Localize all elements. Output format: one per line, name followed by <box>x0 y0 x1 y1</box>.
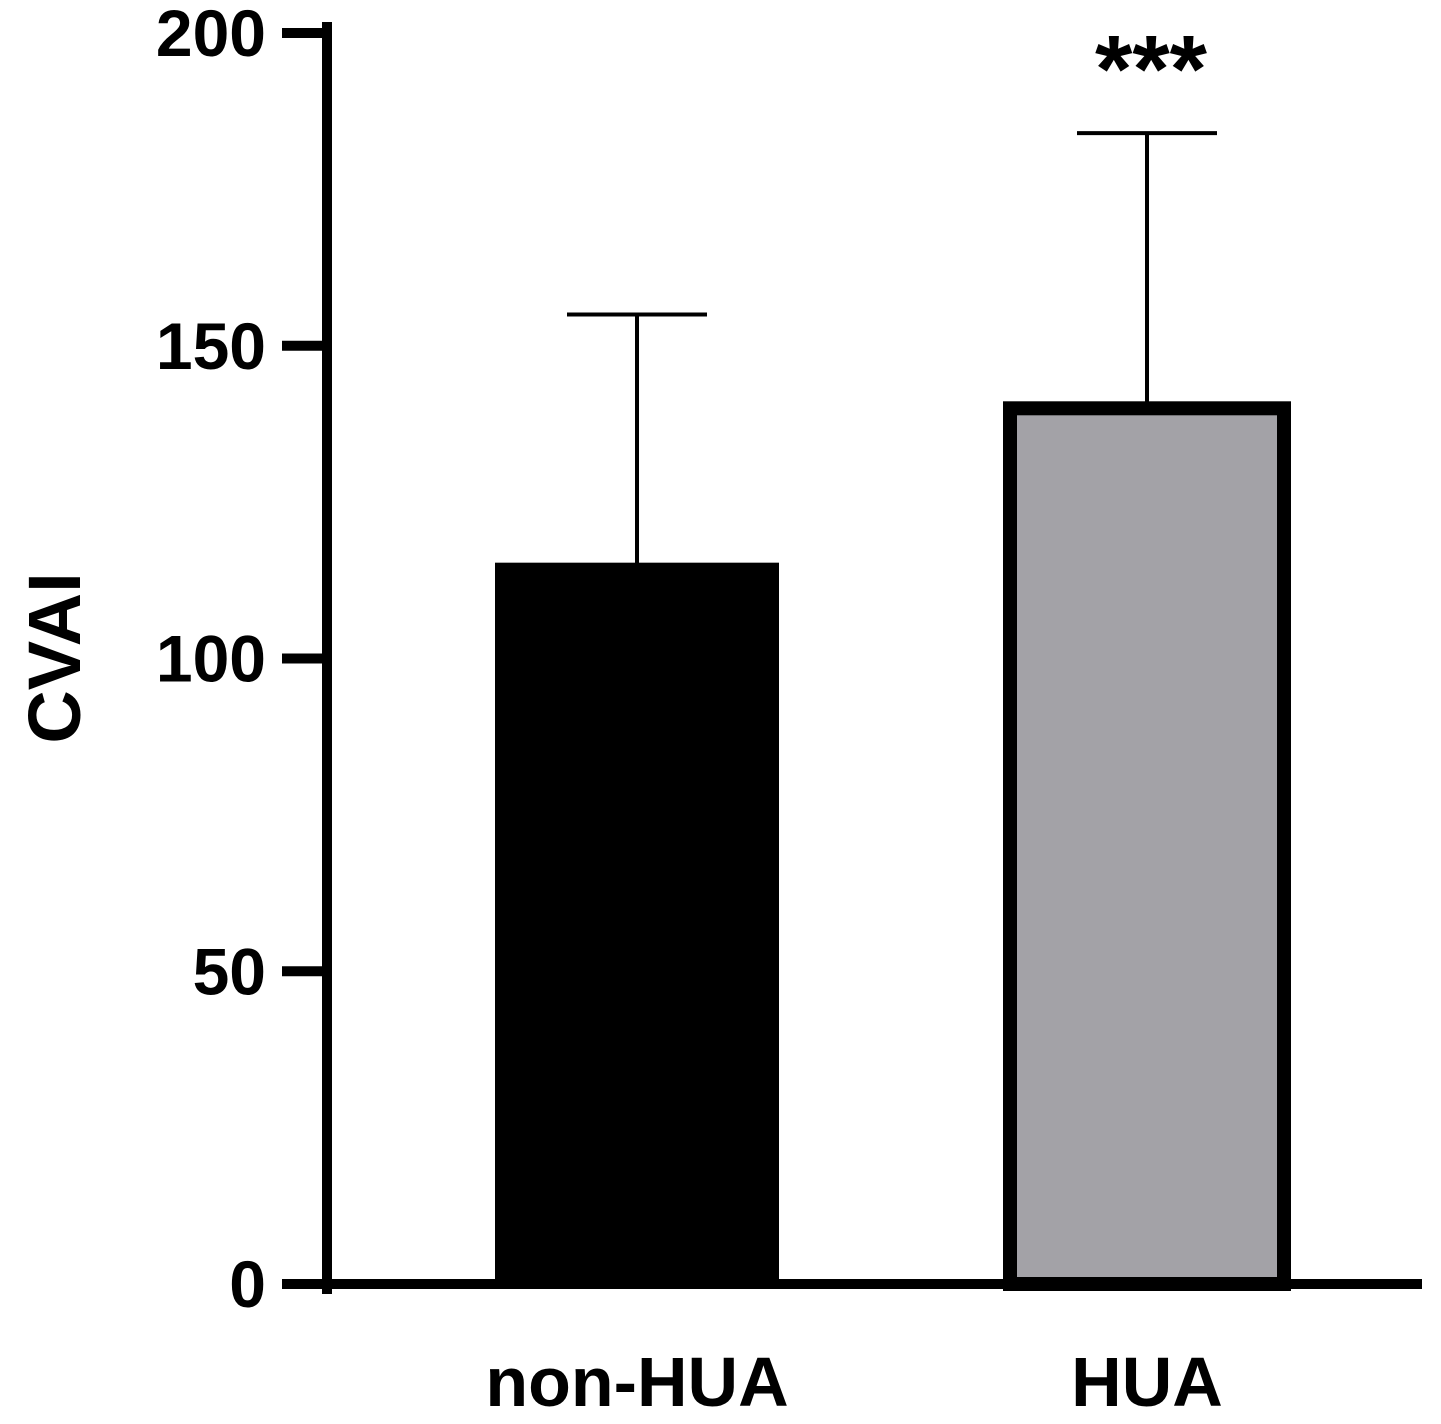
bar-hua <box>1003 401 1291 1291</box>
y-tick-label: 0 <box>229 1247 266 1321</box>
category-labels: non-HUA HUA <box>485 1343 1222 1421</box>
y-axis-title: CVAI <box>13 572 96 743</box>
y-tick-label: 150 <box>156 309 266 383</box>
significance-marker: *** <box>1095 16 1208 123</box>
bar-non-hua <box>495 562 779 1286</box>
x-tick-label: non-HUA <box>485 1343 788 1421</box>
x-tick-label: HUA <box>1071 1343 1223 1421</box>
y-tick-label: 200 <box>156 0 266 70</box>
y-tick-label: 100 <box>156 622 266 696</box>
y-axis-ticks: 0 50 100 150 200 <box>156 0 327 1321</box>
significance-annotations: *** <box>1095 16 1208 123</box>
error-bars <box>567 131 1217 565</box>
y-tick-label: 50 <box>193 934 266 1008</box>
bars <box>495 401 1291 1291</box>
axes <box>282 22 1422 1294</box>
